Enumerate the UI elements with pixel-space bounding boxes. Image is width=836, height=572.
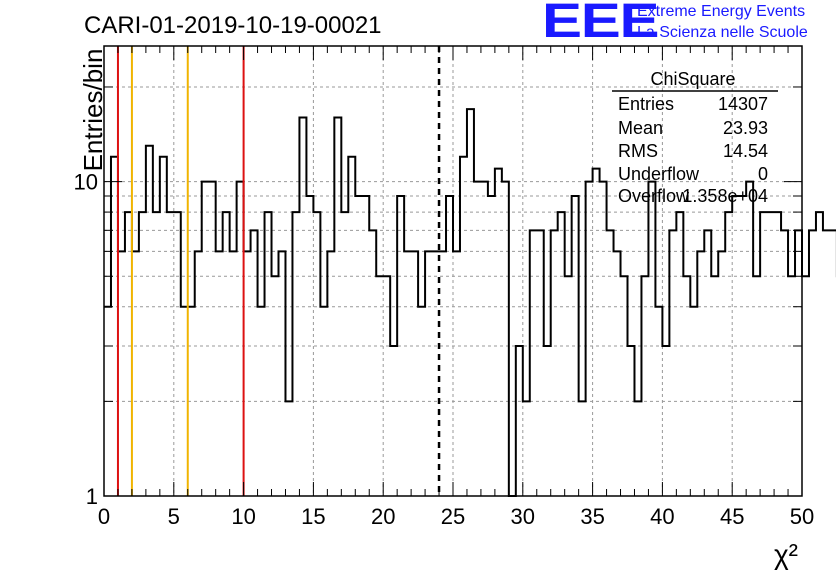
- eee-logo-mark: EEE: [542, 0, 660, 48]
- stats-label-overflow: Overflow: [618, 186, 690, 206]
- eee-logo-line1: Extreme Energy Events: [637, 3, 806, 20]
- x-tick-label: 15: [301, 504, 325, 529]
- stats-label-rms: RMS: [618, 141, 658, 161]
- stats-value-mean: 23.93: [723, 118, 768, 138]
- y-tick-label: 10: [74, 170, 98, 195]
- stats-label-underflow: Underflow: [618, 164, 700, 184]
- x-tick-label: 10: [231, 504, 255, 529]
- x-tick-label: 20: [371, 504, 395, 529]
- x-tick-label: 50: [790, 504, 814, 529]
- stats-label-entries: Entries: [618, 94, 674, 114]
- x-tick-label: 45: [720, 504, 744, 529]
- x-tick-label: 0: [98, 504, 110, 529]
- stats-value-entries: 14307: [718, 94, 768, 114]
- y-tick-label: 1: [86, 484, 98, 509]
- run-title: CARI-01-2019-10-19-00021: [84, 12, 382, 39]
- threshold-lines: [116, 46, 441, 496]
- stats-value-overflow: 1.358e+04: [682, 186, 768, 206]
- stats-box: ChiSquare Entries 14307 Mean 23.93 RMS 1…: [612, 69, 778, 206]
- x-tick-label: 5: [168, 504, 180, 529]
- stats-label-mean: Mean: [618, 118, 663, 138]
- x-axis-label: χ²: [774, 539, 798, 570]
- x-tick-label: 30: [511, 504, 535, 529]
- axis-ticks: 0 5 10 15 20 25 30 35 40 45 50 1 10: [74, 46, 814, 529]
- eee-logo: EEE Extreme Energy Events La Scienza nel…: [540, 0, 836, 48]
- stats-title: ChiSquare: [650, 69, 735, 89]
- histogram-layer: [104, 108, 836, 497]
- eee-logo-line2: La Scienza nelle Scuole: [637, 24, 808, 41]
- stats-value-underflow: 0: [758, 164, 768, 184]
- stats-value-rms: 14.54: [723, 141, 768, 161]
- histogram-steps: [104, 108, 836, 497]
- x-tick-label: 35: [580, 504, 604, 529]
- y-axis-label: Entries/bin: [78, 49, 108, 172]
- x-tick-label: 25: [441, 504, 465, 529]
- x-tick-label: 40: [650, 504, 674, 529]
